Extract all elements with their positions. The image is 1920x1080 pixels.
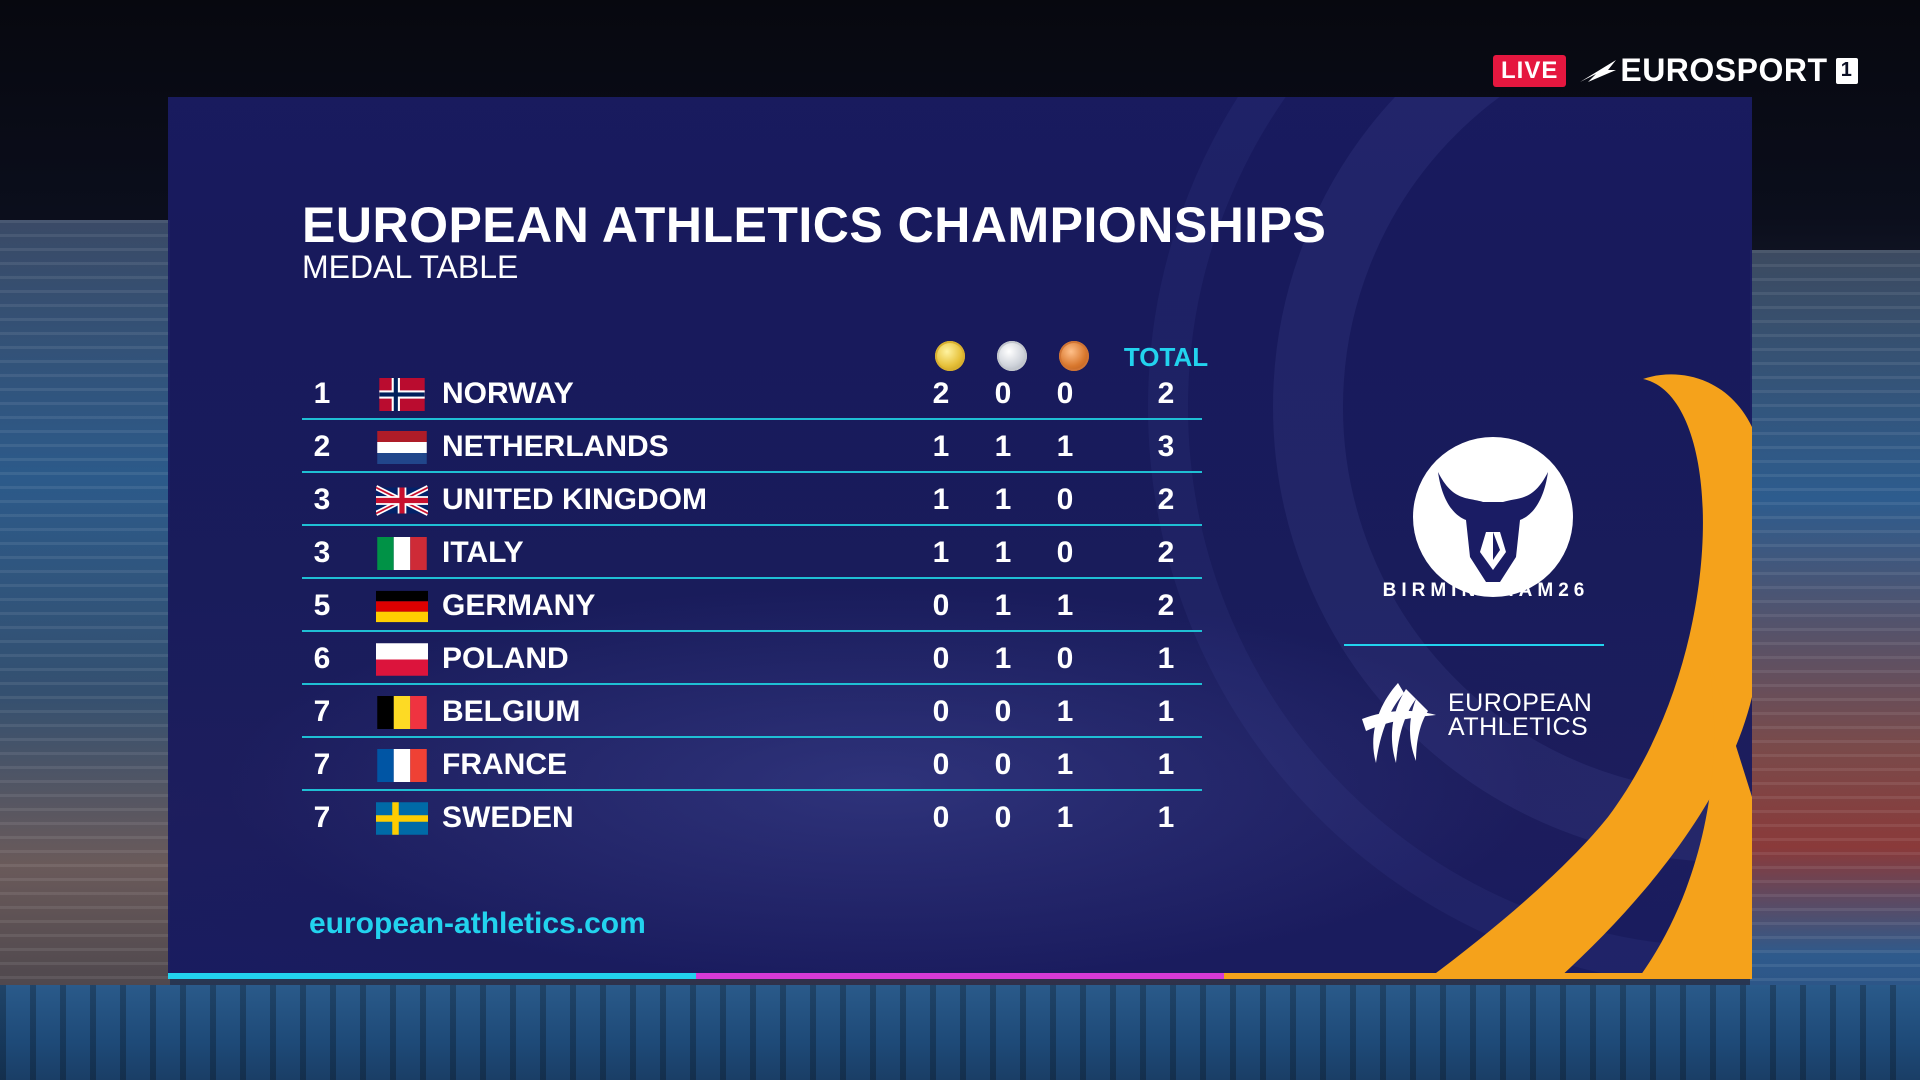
silver-count-cell: 1 [994, 589, 1012, 622]
total-count-cell: 2 [1157, 377, 1175, 410]
table-row: 6 POLAND 0 1 0 1 [302, 632, 1202, 685]
bronze-medal-icon [1059, 341, 1089, 371]
sweden-flag-icon [376, 802, 428, 835]
host-logo-text: BIRMINGHAM26 [1382, 580, 1590, 601]
gold-count-cell: 0 [932, 642, 950, 675]
federation-logo-line-2: ATHLETICS [1448, 713, 1589, 741]
gold-count-cell: 1 [932, 536, 950, 569]
rank-cell: 5 [313, 589, 331, 622]
country-cell: BELGIUM [442, 695, 581, 728]
bronze-count-cell: 1 [1056, 748, 1074, 781]
gold-count-cell: 0 [932, 589, 950, 622]
medal-table-graphic: EUROPEAN ATHLETICS CHAMPIONSHIPS MEDAL T… [168, 97, 1752, 979]
silver-count-cell: 1 [994, 536, 1012, 569]
table-row: 7 FRANCE 0 0 1 1 [302, 738, 1202, 791]
rank-cell: 1 [313, 377, 331, 410]
rank-cell: 7 [313, 748, 331, 781]
country-cell: UNITED KINGDOM [442, 483, 707, 516]
table-row: 7 SWEDEN 0 0 1 1 [302, 791, 1202, 842]
rank-cell: 3 [313, 536, 331, 569]
gold-count-cell: 1 [932, 430, 950, 463]
table-row: 2 NETHERLANDS 1 1 1 3 [302, 420, 1202, 473]
total-count-cell: 3 [1157, 430, 1175, 463]
bronze-count-cell: 1 [1056, 695, 1074, 728]
italy-flag-icon [376, 537, 428, 570]
european-athletics-logo-icon [1362, 683, 1436, 763]
total-count-cell: 1 [1157, 801, 1175, 834]
gold-count-cell: 0 [932, 695, 950, 728]
country-cell: NETHERLANDS [442, 430, 669, 463]
website-url: european-athletics.com [309, 907, 646, 940]
netherlands-flag-icon [376, 431, 428, 464]
stadium-stands-left [0, 220, 170, 1080]
decorative-arcs [1148, 97, 1752, 979]
country-cell: NORWAY [442, 377, 574, 410]
country-cell: FRANCE [442, 748, 567, 781]
rank-cell: 7 [313, 695, 331, 728]
silver-count-cell: 1 [994, 483, 1012, 516]
united-kingdom-flag-icon [376, 484, 428, 517]
birmingham-bull-logo-icon [1413, 437, 1573, 597]
total-count-cell: 1 [1157, 642, 1175, 675]
country-cell: GERMANY [442, 589, 596, 622]
silver-count-cell: 0 [994, 748, 1012, 781]
table-row: 5 GERMANY 0 1 1 2 [302, 579, 1202, 632]
stadium-stands-right [1750, 250, 1920, 1080]
graphic-subtitle: MEDAL TABLE [302, 249, 519, 285]
live-badge: LIVE [1493, 54, 1567, 87]
rank-cell: 3 [313, 483, 331, 516]
graphic-title: EUROPEAN ATHLETICS CHAMPIONSHIPS [302, 197, 1327, 253]
silver-count-cell: 0 [994, 695, 1012, 728]
silver-medal-icon [997, 341, 1027, 371]
norway-flag-icon [376, 378, 428, 411]
bronze-count-cell: 1 [1056, 430, 1074, 463]
total-count-cell: 2 [1157, 536, 1175, 569]
stadium-stands-bottom [0, 985, 1920, 1080]
bronze-count-cell: 1 [1056, 589, 1074, 622]
rank-cell: 2 [313, 430, 331, 463]
logo-divider [1344, 644, 1604, 646]
table-row: 1 NORWAY 2 0 0 2 [302, 367, 1202, 420]
silver-count-cell: 1 [994, 430, 1012, 463]
country-cell: POLAND [442, 642, 569, 675]
channel-logo: EUROSPORT 1 [1578, 52, 1858, 89]
federation-logo-line-1: EUROPEAN [1448, 689, 1593, 717]
bronze-count-cell: 0 [1056, 536, 1074, 569]
table-row: 7 BELGIUM 0 0 1 1 [302, 685, 1202, 738]
total-count-cell: 2 [1157, 483, 1175, 516]
color-stripe [168, 973, 1752, 979]
silver-count-cell: 0 [994, 801, 1012, 834]
country-cell: ITALY [442, 536, 524, 569]
gold-count-cell: 0 [932, 748, 950, 781]
federation-logo-text: EUROPEAN ATHLETICS [1448, 689, 1593, 741]
gold-count-cell: 1 [932, 483, 950, 516]
france-flag-icon [376, 749, 428, 782]
eurosport-swoosh-icon [1580, 59, 1617, 82]
rank-cell: 6 [313, 642, 331, 675]
belgium-flag-icon [376, 696, 428, 729]
silver-count-cell: 0 [994, 377, 1012, 410]
gold-medal-icon [935, 341, 965, 371]
bronze-count-cell: 0 [1056, 377, 1074, 410]
total-column-header: TOTAL [1123, 342, 1209, 372]
channel-name: EUROSPORT [1620, 52, 1828, 88]
country-cell: SWEDEN [442, 801, 574, 834]
bronze-count-cell: 0 [1056, 483, 1074, 516]
channel-number: 1 [1835, 57, 1858, 84]
broadcaster-bug: LIVE EUROSPORT 1 [1493, 52, 1858, 89]
rank-cell: 7 [313, 801, 331, 834]
gold-count-cell: 2 [932, 377, 950, 410]
gold-count-cell: 0 [932, 801, 950, 834]
medal-table: 1 NORWAY 2 0 0 2 2 NETHERLANDS 1 1 1 3 3 [302, 367, 1202, 842]
silver-count-cell: 1 [994, 642, 1012, 675]
poland-flag-icon [376, 643, 428, 676]
total-count-cell: 1 [1157, 695, 1175, 728]
bronze-count-cell: 1 [1056, 801, 1074, 834]
table-row: 3 UNITED KINGDOM 1 1 0 2 [302, 473, 1202, 526]
germany-flag-icon [376, 590, 428, 623]
bronze-count-cell: 0 [1056, 642, 1074, 675]
total-count-cell: 1 [1157, 748, 1175, 781]
total-count-cell: 2 [1157, 589, 1175, 622]
table-row: 3 ITALY 1 1 0 2 [302, 526, 1202, 579]
